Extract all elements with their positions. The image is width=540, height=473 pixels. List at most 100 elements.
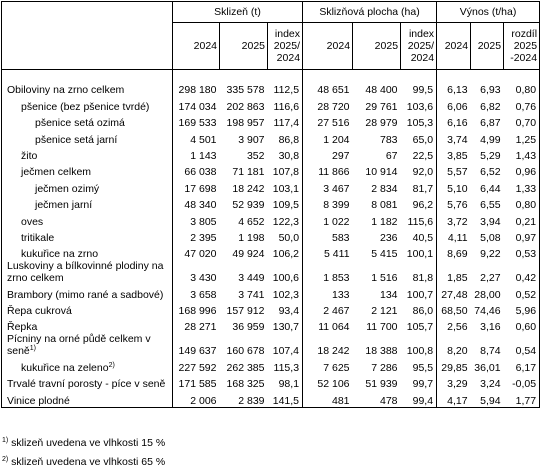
cell-value: 4,17 (447, 394, 468, 407)
cell-value: 102,3 (267, 284, 304, 301)
cell-value: 783 (380, 133, 398, 146)
cell-value: 2 467 (323, 305, 350, 318)
cell-value: 99,5 (400, 69, 438, 97)
cell-value: 0,80 (515, 199, 537, 212)
cell-value: 3 658 (190, 288, 217, 301)
cell-value: 29,85 (441, 361, 468, 374)
row-label: ječmen celkem (1, 161, 173, 179)
row-label-text: kukuřice na zeleno (21, 361, 109, 374)
cell-value: 7 286 (371, 361, 398, 374)
cell-value: 66 038 (184, 166, 217, 179)
cell-value: 0,53 (515, 248, 537, 261)
row-label-text: tritikale (21, 231, 55, 244)
cell-value: 1,85 (447, 272, 468, 285)
cell-value: 481 (332, 394, 350, 407)
row-label-text: kukuřice na zrno (21, 248, 99, 261)
cell-value: 11 866 (318, 166, 350, 179)
cell-value: 28 979 (365, 117, 398, 130)
cell-value: 171 585 (178, 378, 217, 391)
row-label-text: Řepka (7, 321, 38, 334)
cell-value: 115,3 (267, 357, 304, 374)
table-row: pšenice (bez pšenice tvrdé) 174 034 202 86… (1, 96, 540, 113)
cell-value: 297 (332, 149, 350, 162)
footnote-ref: 1) (29, 345, 37, 353)
cell-value: 103,1 (267, 178, 304, 195)
row-label: Trvalé travní porosty - píce v seně (1, 373, 173, 391)
cell-value: 8,69 (447, 248, 468, 261)
cell-value: 48 340 (184, 199, 217, 212)
cell-value: 105,3 (400, 112, 438, 130)
row-label-text: oves (21, 215, 44, 228)
row-label-text: Vinice plodné (7, 394, 70, 407)
cell-value: 96,2 (400, 194, 438, 212)
cell-value: 1,25 (515, 133, 537, 146)
cell-value: 3 467 (323, 182, 350, 195)
cell-value: 5 411 (324, 248, 350, 261)
cell-value: 149 637 (178, 345, 217, 358)
cell-value: 4,11 (447, 231, 468, 244)
cell-value: 51 939 (365, 378, 398, 391)
table-row: tritikale 2 395 1 198 50,0 583 236 40,5 4,11 5,0… (1, 227, 540, 244)
cell-value: 2 834 (371, 182, 398, 195)
cell-value: 99,7 (400, 373, 438, 391)
cell-value: 1,43 (515, 149, 537, 162)
cell-value: 6,93 (480, 84, 501, 97)
row-label: Pícniny na orné půdě celkem v seně1) (1, 333, 173, 358)
row-label-text: pšenice (bez pšenice tvrdé) (21, 100, 150, 113)
cell-value: 133 (332, 288, 350, 301)
cell-value: 5,76 (447, 199, 468, 212)
cell-value: 2 839 (238, 394, 265, 407)
cell-value: 67 (385, 149, 398, 162)
column-header: 2024 (302, 22, 354, 70)
cell-value: 6,82 (480, 100, 501, 113)
table-row: ječmen ozimý 17 698 18 242 103,1 3 467 2 834 8… (1, 178, 540, 195)
cell-value: 52 939 (232, 199, 265, 212)
cell-value: 174 034 (178, 100, 217, 113)
row-label: oves (1, 211, 173, 228)
table-row: ječmen celkem 66 038 71 181 107,8 11 866 10 9… (1, 161, 540, 179)
cell-value: 0,21 (515, 215, 537, 228)
cell-value: 6,87 (480, 117, 501, 130)
cell-value: 3 805 (190, 215, 217, 228)
row-label-text: ječmen ozimý (35, 182, 100, 195)
row-label-text: Luskoviny a bílkovinné plodiny na zrno c… (7, 260, 164, 285)
cell-value: 47 020 (184, 248, 217, 261)
cell-value: 0,80 (515, 84, 537, 97)
cell-value: 3 430 (190, 272, 217, 285)
cell-value: 5,29 (480, 149, 501, 162)
cell-value: 0,97 (515, 231, 537, 244)
header-row: 2024 2025 index 2025/ 2024 2024 2025 index 20… (1, 22, 540, 70)
cell-value: 0,42 (515, 272, 537, 285)
cell-value: 86,0 (400, 300, 438, 318)
cell-value: 2 395 (190, 231, 217, 244)
row-label-text: žito (21, 149, 38, 162)
cell-value: 1 516 (371, 272, 398, 285)
cell-value: 49 924 (232, 248, 265, 261)
cell-value: 2 121 (371, 305, 398, 318)
table-row: kukuřice na zrno 47 020 49 924 106,2 5 411 5 … (1, 243, 540, 261)
cell-value: 1 143 (190, 149, 217, 162)
cell-value: 68,50 (441, 305, 468, 318)
cell-value: 18 388 (365, 345, 398, 358)
cell-value: 18 242 (317, 345, 350, 358)
cell-value: 2,56 (447, 321, 468, 334)
table-row: ječmen jarní 48 340 52 939 109,5 8 399 8 081 9… (1, 194, 540, 212)
cell-value: 52 106 (317, 378, 350, 391)
table-row: Brambory (mimo rané a sadbové) 3 658 3 741… (1, 284, 540, 301)
row-label: Brambory (mimo rané a sadbové) (1, 284, 173, 301)
cell-value: 3,74 (447, 133, 468, 146)
cell-value: 202 863 (226, 100, 265, 113)
table-row: Pícniny na orné půdě celkem v seně1) 149 … (1, 333, 540, 358)
cell-value: 116,6 (267, 96, 304, 113)
row-label-text: Trvalé travní porosty - píce v seně (7, 378, 166, 391)
row-label-text: Obiloviny na zrno celkem (7, 84, 125, 97)
cell-value: 3,29 (447, 378, 468, 391)
cell-value: 3,94 (480, 215, 501, 228)
cell-value: 5,94 (480, 394, 501, 407)
cell-value: 352 (246, 149, 265, 162)
corner-cell (1, 22, 173, 70)
cell-value: 48 651 (317, 84, 350, 97)
cell-value: 478 (380, 394, 398, 407)
cell-value: 227 592 (178, 361, 217, 374)
